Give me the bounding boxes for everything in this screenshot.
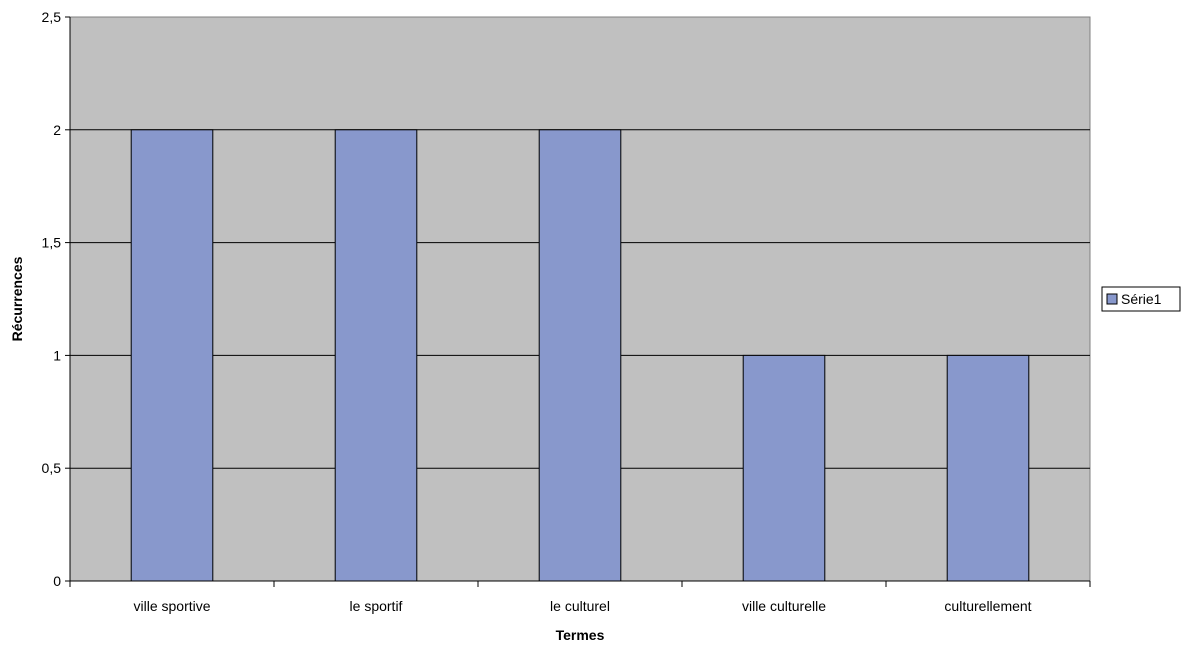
legend-swatch (1106, 293, 1118, 305)
bar (742, 354, 826, 582)
y-tick-label: 1 (53, 347, 61, 363)
y-tick-label: 1,5 (42, 235, 62, 251)
y-tick-labels: 0 0,5 1 1,5 2 2,5 (42, 9, 62, 589)
legend: Série1 (1101, 286, 1181, 312)
x-tick-label: le sportif (350, 598, 403, 614)
x-tick-label: culturellement (944, 598, 1031, 614)
y-tick-label: 2 (53, 122, 61, 138)
x-tick-label: ville sportive (133, 598, 210, 614)
bar (334, 129, 418, 582)
bar (538, 129, 622, 582)
axes (65, 16, 1091, 587)
x-tick-label: ville culturelle (742, 598, 826, 614)
y-tick-label: 0,5 (42, 460, 62, 476)
legend-label: Série1 (1121, 291, 1162, 307)
bar (130, 129, 214, 582)
y-tick-label: 0 (53, 573, 61, 589)
y-axis-title: Récurrences (9, 256, 25, 341)
y-tick-label: 2,5 (42, 9, 62, 25)
x-tick-labels: ville sportive le sportif le culturel ville… (133, 598, 1031, 614)
x-tick-label: le culturel (550, 598, 610, 614)
x-axis-title: Termes (556, 627, 605, 643)
bar (946, 354, 1030, 582)
